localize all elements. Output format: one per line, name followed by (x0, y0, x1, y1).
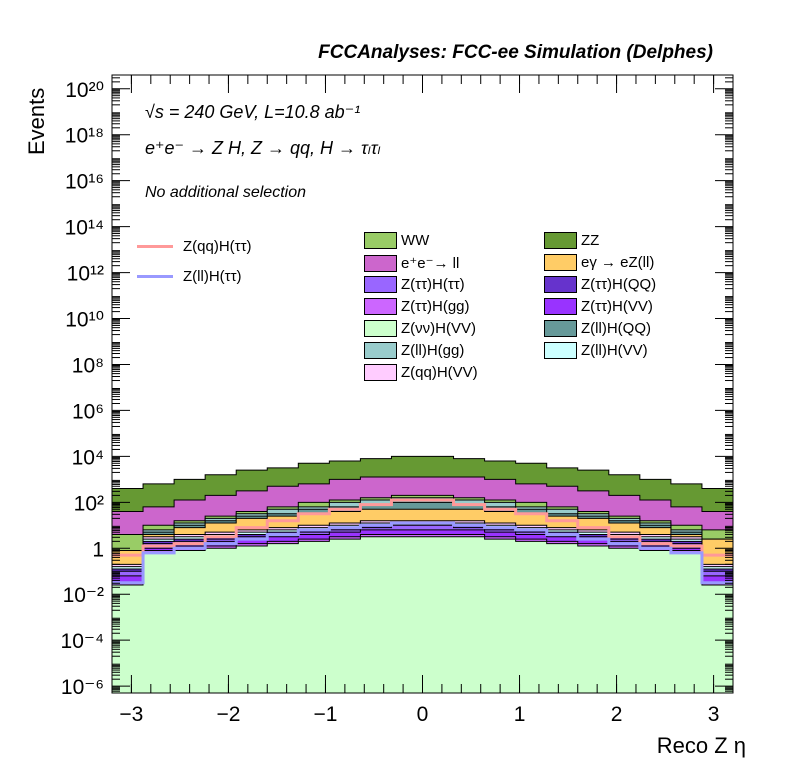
y-tick-label: 10¹⁶ (65, 171, 104, 194)
legend-label: ZZ (581, 232, 600, 249)
legend-swatch (364, 298, 397, 315)
legend-label: WW (401, 232, 430, 249)
legend-label: e⁺e⁻→ ll (401, 255, 460, 272)
legend-entry: e⁺e⁻→ ll (364, 254, 459, 272)
legend-swatch (364, 232, 397, 249)
y-tick-label: 10⁻² (63, 584, 104, 607)
y-tick-label: 10¹² (67, 263, 104, 286)
y-tick-label: 10⁻⁶ (61, 676, 104, 699)
legend-swatch (364, 276, 397, 293)
legend-swatch (364, 342, 397, 359)
x-axis-label: Reco Z η (656, 733, 746, 758)
legend-label: Z(ττ)H(ττ) (401, 276, 465, 293)
legend-label: Z(ll)H(VV) (581, 342, 648, 359)
x-tick-label: −2 (216, 703, 240, 726)
x-tick-label: −1 (313, 703, 337, 726)
legend-entry: Z(ττ)H(ττ) (364, 276, 465, 293)
legend-label: eγ → eZ(ll) (581, 254, 655, 271)
legend-entry: eγ → eZ(ll) (544, 254, 654, 271)
legend-entry: Z(ll)H(VV) (544, 342, 648, 359)
legend-label: Z(ττ)H(VV) (581, 298, 653, 315)
x-tick-label: 3 (708, 703, 720, 726)
y-tick-label: 10¹⁰ (65, 309, 104, 332)
legend-swatch (364, 254, 397, 272)
legend-label: Z(ττ)H(gg) (401, 298, 470, 315)
legend-swatch (544, 254, 577, 271)
legend-swatch (544, 298, 577, 315)
chart-title: FCCAnalyses: FCC-ee Simulation (Delphes) (318, 42, 713, 63)
legend-swatch (544, 232, 577, 249)
y-tick-label: 10⁶ (72, 400, 104, 423)
legend-label: Z(ll)H(gg) (401, 342, 465, 359)
x-tick-label: 2 (611, 703, 623, 726)
legend-swatch (364, 364, 397, 381)
legend-entry: Z(νν)H(VV) (364, 320, 476, 337)
legend-label: Z(qq)H(ττ) (183, 238, 252, 255)
y-tick-label: 10⁴ (72, 446, 104, 469)
y-tick-label: 10² (74, 492, 104, 515)
legend-entry: Z(ll)H(gg) (364, 342, 464, 359)
legend-label: Z(ττ)H(QQ) (581, 276, 657, 293)
selection-annotation: No additional selection (145, 184, 306, 201)
signal-line-0 (112, 498, 733, 557)
x-tick-label: 0 (417, 703, 429, 726)
y-tick-label: 10²⁰ (65, 79, 104, 102)
legend-swatch (544, 342, 577, 359)
legend-swatch (544, 320, 577, 337)
y-tick-label: 10¹⁸ (65, 125, 104, 148)
legend-entry: Z(qq)H(ττ) (137, 238, 252, 255)
x-tick-label: 1 (514, 703, 526, 726)
process-annotation: e⁺e⁻ → Z H, Z → qq, H → τₗτₗ (145, 138, 381, 158)
legend-entry: ZZ (544, 232, 599, 249)
legend-swatch (544, 276, 577, 293)
stack-area-z-h-vv- (111, 536, 734, 694)
legend-line-swatch (137, 275, 173, 278)
legend-label: Z(qq)H(VV) (401, 364, 478, 381)
y-tick-label: 10¹⁴ (65, 217, 104, 240)
y-tick-label: 10⁸ (72, 354, 104, 377)
legend-entry: Z(qq)H(VV) (364, 364, 478, 381)
signal-line-1 (112, 521, 733, 585)
legend-label: Z(ll)H(QQ) (581, 320, 651, 337)
y-axis-label: Events (24, 87, 49, 155)
legend-entry: Z(ll)H(QQ) (544, 320, 651, 337)
legend-label: Z(ll)H(ττ) (183, 268, 242, 285)
legend-label: Z(νν)H(VV) (401, 320, 476, 337)
legend-entry: Z(ττ)H(QQ) (544, 276, 656, 293)
x-tick-label: −3 (119, 703, 143, 726)
y-tick-label: 10⁻⁴ (61, 630, 104, 653)
legend-line-swatch (137, 245, 173, 248)
legend-entry: Z(ττ)H(gg) (364, 298, 470, 315)
legend-swatch (364, 320, 397, 337)
y-tick-label: 1 (92, 538, 104, 561)
energy-annotation: √s = 240 GeV, L=10.8 ab⁻¹ (145, 102, 361, 122)
legend-entry: WW (364, 232, 429, 249)
legend-entry: Z(ll)H(ττ) (137, 268, 242, 285)
legend-entry: Z(ττ)H(VV) (544, 298, 653, 315)
